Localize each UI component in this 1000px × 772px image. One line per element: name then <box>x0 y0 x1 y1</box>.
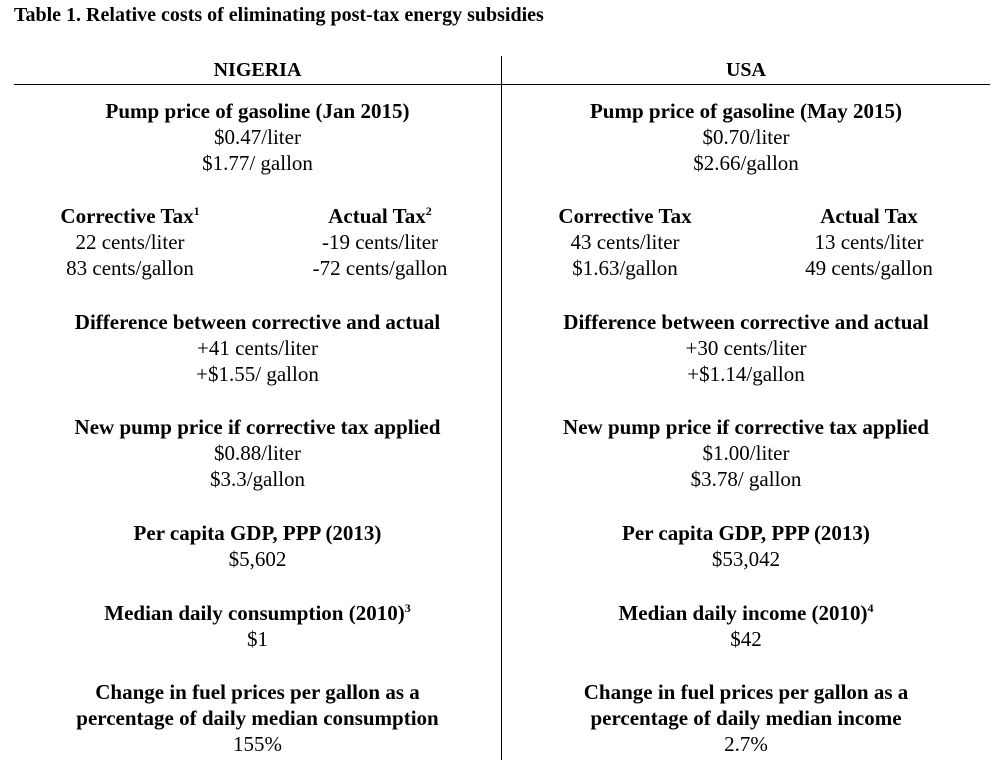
median-heading: Median daily consumption (2010) <box>104 601 405 625</box>
column-divider <box>501 56 502 760</box>
column-header-nigeria: NIGERIA <box>213 59 302 81</box>
median-value: $42 <box>730 627 762 651</box>
nigeria-median: Median daily consumption (2010)3 $1 <box>14 600 501 652</box>
actual-tax-liter: 13 cents/liter <box>814 230 924 254</box>
corrective-tax-heading: Corrective Tax <box>558 204 692 228</box>
difference-liter: +41 cents/liter <box>197 336 318 360</box>
footnote-marker: 3 <box>404 601 411 615</box>
corrective-tax-liter: 22 cents/liter <box>75 230 185 254</box>
table-title: Table 1. Relative costs of eliminating p… <box>14 4 544 26</box>
change-value: 2.7% <box>724 732 768 756</box>
pump-price-heading: Pump price of gasoline (Jan 2015) <box>105 99 410 123</box>
corrective-tax-heading: Corrective Tax <box>60 204 194 228</box>
nigeria-new-price: New pump price if corrective tax applied… <box>14 414 501 492</box>
corrective-tax-gallon: $1.63/gallon <box>572 256 678 280</box>
usa-difference: Difference between corrective and actual… <box>502 309 990 387</box>
change-heading-line1: Change in fuel prices per gallon as a <box>583 680 909 704</box>
new-price-gallon: $3.78/ gallon <box>690 467 802 491</box>
difference-heading: Difference between corrective and actual <box>74 310 441 334</box>
usa-gdp: Per capita GDP, PPP (2013) $53,042 <box>502 520 990 572</box>
change-value: 155% <box>233 732 282 756</box>
gdp-value: $53,042 <box>711 547 781 571</box>
pump-price-gallon: $2.66/gallon <box>693 151 799 175</box>
pump-price-heading: Pump price of gasoline (May 2015) <box>589 99 903 123</box>
gdp-value: $5,602 <box>228 547 287 571</box>
difference-gallon: +$1.14/gallon <box>687 362 805 386</box>
gdp-heading: Per capita GDP, PPP (2013) <box>622 521 870 545</box>
nigeria-pump-price: Pump price of gasoline (Jan 2015) $0.47/… <box>14 98 501 176</box>
pump-price-liter: $0.47/liter <box>214 125 301 149</box>
pump-price-liter: $0.70/liter <box>702 125 790 149</box>
new-price-liter: $0.88/liter <box>214 441 301 465</box>
corrective-tax-gallon: 83 cents/gallon <box>66 256 194 280</box>
new-price-liter: $1.00/liter <box>702 441 790 465</box>
new-price-heading: New pump price if corrective tax applied <box>74 415 441 439</box>
new-price-gallon: $3.3/gallon <box>209 467 306 491</box>
column-header-usa: USA <box>725 59 766 81</box>
nigeria-change: Change in fuel prices per gallon as a pe… <box>14 679 501 757</box>
usa-pump-price: Pump price of gasoline (May 2015) $0.70/… <box>502 98 990 176</box>
nigeria-gdp: Per capita GDP, PPP (2013) $5,602 <box>14 520 501 572</box>
nigeria-corrective-tax: Corrective Tax1 22 cents/liter 83 cents/… <box>30 203 230 281</box>
footnote-marker: 1 <box>193 204 200 218</box>
difference-heading: Difference between corrective and actual <box>563 310 929 334</box>
new-price-heading: New pump price if corrective tax applied <box>563 415 929 439</box>
change-heading-line1: Change in fuel prices per gallon as a <box>95 680 420 704</box>
difference-liter: +30 cents/liter <box>685 336 807 360</box>
pump-price-gallon: $1.77/ gallon <box>202 151 313 175</box>
median-heading: Median daily income (2010) <box>618 601 868 625</box>
header-rule <box>14 84 990 85</box>
footnote-marker: 2 <box>425 204 432 218</box>
actual-tax-liter: -19 cents/liter <box>321 230 439 254</box>
actual-tax-gallon: 49 cents/gallon <box>805 256 933 280</box>
nigeria-difference: Difference between corrective and actual… <box>14 309 501 387</box>
footnote-marker: 4 <box>867 601 874 615</box>
median-value: $1 <box>247 627 268 651</box>
actual-tax-heading: Actual Tax <box>820 204 918 228</box>
usa-actual-tax: Actual Tax 13 cents/liter 49 cents/gallo… <box>769 203 969 281</box>
usa-corrective-tax: Corrective Tax 43 cents/liter $1.63/gall… <box>525 203 725 281</box>
usa-median: Median daily income (2010)4 $42 <box>502 600 990 652</box>
difference-gallon: +$1.55/ gallon <box>196 362 319 386</box>
change-heading-line2: percentage of daily median consumption <box>76 706 439 730</box>
corrective-tax-liter: 43 cents/liter <box>570 230 680 254</box>
actual-tax-heading: Actual Tax <box>328 204 426 228</box>
nigeria-actual-tax: Actual Tax2 -19 cents/liter -72 cents/ga… <box>280 203 480 281</box>
usa-new-price: New pump price if corrective tax applied… <box>502 414 990 492</box>
usa-change: Change in fuel prices per gallon as a pe… <box>502 679 990 757</box>
change-heading-line2: percentage of daily median income <box>590 706 902 730</box>
gdp-heading: Per capita GDP, PPP (2013) <box>133 521 382 545</box>
actual-tax-gallon: -72 cents/gallon <box>312 256 448 280</box>
